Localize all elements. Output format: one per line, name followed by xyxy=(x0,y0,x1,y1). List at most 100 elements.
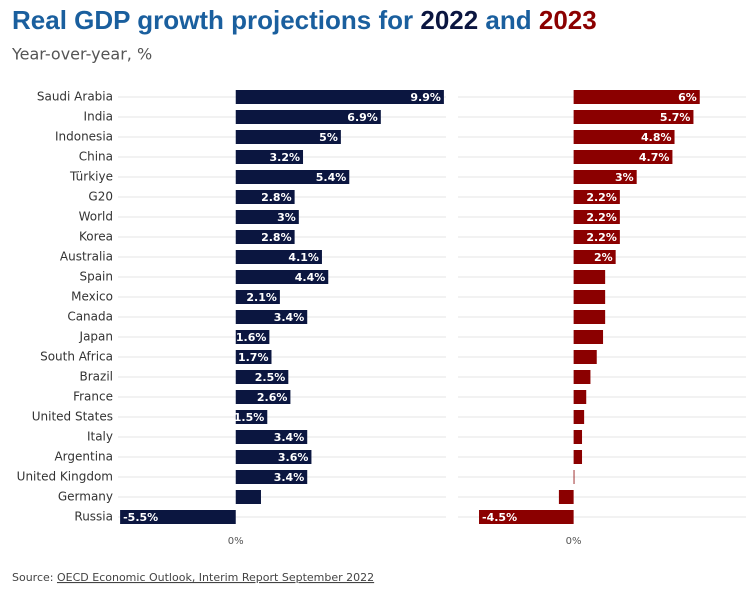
category-label: United States xyxy=(32,410,113,424)
value-label: 6.9% xyxy=(347,111,378,124)
bar xyxy=(573,430,583,444)
value-label: 2.6% xyxy=(257,391,288,404)
bar xyxy=(235,290,280,304)
category-label: World xyxy=(79,210,113,224)
bar xyxy=(573,450,583,464)
source-link[interactable]: OECD Economic Outlook, Interim Report Se… xyxy=(57,571,374,584)
value-label: 2.2% xyxy=(586,191,617,204)
category-label: France xyxy=(73,390,113,404)
value-label: 1.6% xyxy=(236,331,267,344)
value-label: 4.4% xyxy=(295,271,326,284)
bar xyxy=(573,210,620,224)
value-label: 4.8% xyxy=(641,131,672,144)
category-label: South Africa xyxy=(40,350,113,364)
category-label: Canada xyxy=(67,310,113,324)
bar xyxy=(573,370,591,384)
category-label: Mexico xyxy=(71,290,113,304)
category-label: Saudi Arabia xyxy=(37,90,113,104)
value-label: 5% xyxy=(319,131,338,144)
bar xyxy=(235,210,299,224)
bar xyxy=(235,190,295,204)
bar xyxy=(573,130,675,144)
x-tick-label: 0% xyxy=(566,536,582,547)
category-label: Türkiye xyxy=(69,170,113,184)
value-label: 5.7% xyxy=(660,111,691,124)
category-label: India xyxy=(84,110,113,124)
title-part: and xyxy=(478,5,539,35)
bar xyxy=(558,490,574,504)
value-label: 9.9% xyxy=(410,91,441,104)
bar xyxy=(573,330,604,344)
value-label: 2.5% xyxy=(255,371,286,384)
bar xyxy=(479,510,574,524)
value-label: 2% xyxy=(594,251,613,264)
category-label: Germany xyxy=(58,490,113,504)
bar xyxy=(573,290,606,304)
category-label: Korea xyxy=(79,230,113,244)
category-label: Australia xyxy=(60,250,113,264)
bar xyxy=(235,230,295,244)
title-part: Real GDP growth projections for xyxy=(12,5,420,35)
title-part: 2022 xyxy=(420,5,478,35)
bar xyxy=(120,510,236,524)
value-label: 5.4% xyxy=(316,171,347,184)
value-label: 3.6% xyxy=(278,451,309,464)
category-label: Japan xyxy=(79,330,113,344)
value-label: 2.8% xyxy=(261,231,292,244)
value-label: 1.5% xyxy=(234,411,265,424)
value-label: 1.7% xyxy=(238,351,269,364)
value-label: 3.4% xyxy=(274,471,305,484)
bar xyxy=(573,190,620,204)
chart-subtitle: Year-over-year, % xyxy=(11,45,152,64)
value-label: -4.5% xyxy=(482,511,517,524)
bar xyxy=(235,410,268,424)
value-label: 3.4% xyxy=(274,311,305,324)
title-part: 2023 xyxy=(539,5,597,35)
category-label: Brazil xyxy=(80,370,114,384)
bar xyxy=(235,150,304,164)
chart-title: Real GDP growth projections for 2022 and… xyxy=(12,5,597,35)
bar xyxy=(235,250,322,264)
source-label: Source: xyxy=(12,571,57,584)
bar xyxy=(573,250,616,264)
value-label: 3% xyxy=(277,211,296,224)
bar xyxy=(235,370,289,384)
value-label: 2.2% xyxy=(586,211,617,224)
bar xyxy=(235,130,341,144)
bar xyxy=(573,390,587,404)
bar xyxy=(573,310,606,324)
bar xyxy=(235,490,261,504)
value-label: 3% xyxy=(615,171,634,184)
value-label: 3.2% xyxy=(270,151,301,164)
bar xyxy=(573,350,597,364)
category-label: Argentina xyxy=(54,450,113,464)
value-label: -5.5% xyxy=(123,511,158,524)
bar xyxy=(235,270,329,284)
category-label: Russia xyxy=(74,510,113,524)
value-label: 6% xyxy=(678,91,697,104)
category-label: United Kingdom xyxy=(17,470,113,484)
bar xyxy=(573,270,606,284)
value-label: 2.1% xyxy=(246,291,277,304)
category-label: Spain xyxy=(79,270,113,284)
bar xyxy=(573,410,585,424)
bar xyxy=(235,430,308,444)
value-label: 2.2% xyxy=(586,231,617,244)
category-label: China xyxy=(79,150,113,164)
bar xyxy=(235,110,381,124)
source: Source: OECD Economic Outlook, Interim R… xyxy=(12,571,374,584)
bar xyxy=(235,390,291,404)
bar xyxy=(235,450,312,464)
value-label: 4.7% xyxy=(639,151,670,164)
bar xyxy=(573,230,620,244)
bar xyxy=(235,90,444,104)
x-tick-label: 0% xyxy=(228,536,244,547)
bar xyxy=(235,170,350,184)
bar xyxy=(235,330,270,344)
category-label: G20 xyxy=(88,190,113,204)
bar xyxy=(235,470,308,484)
bar xyxy=(573,90,700,104)
bar xyxy=(573,150,673,164)
